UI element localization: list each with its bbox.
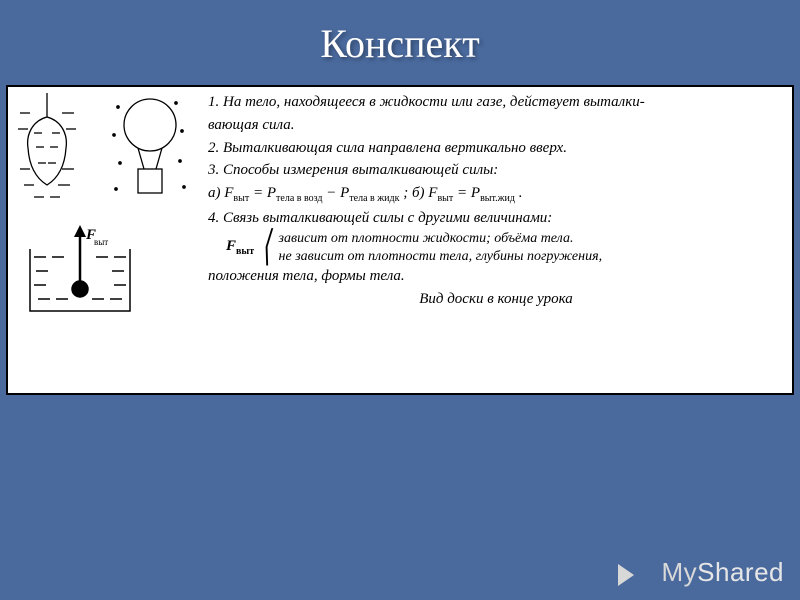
formula-b-sub2: выт.жид	[480, 193, 515, 204]
note-line-1b: вающая сила.	[208, 115, 784, 137]
beaker-force-diagram: F выт	[12, 213, 152, 323]
dependency-bracket: Fвыт ⟨ зависит от плотности жидкости; об…	[226, 230, 784, 265]
diagram-column: F выт	[8, 87, 208, 393]
note-line-4: 4. Связь выталкивающей силы с другими ве…	[208, 208, 784, 230]
slide-title: Конспект	[0, 0, 800, 85]
note-line-5: положения тела, формы тела.	[208, 266, 784, 288]
play-icon	[618, 564, 634, 586]
formula-a-sub3: тела в жидк	[349, 193, 399, 204]
angle-bracket-icon: ⟨	[262, 233, 271, 262]
formula-a-eq: = P	[253, 185, 276, 201]
submerged-body-diagram	[18, 93, 76, 197]
formula-b-sub1: выт	[437, 193, 453, 204]
note-line-3: 3. Способы измерения выталкивающей силы:	[208, 160, 784, 182]
watermark: MyShared	[661, 557, 784, 588]
board-caption: Вид доски в конце урока	[208, 289, 784, 311]
f-variable: Fвыт	[226, 236, 254, 260]
formula-a-sub1: выт	[233, 193, 249, 204]
f-label: F	[226, 238, 236, 254]
content-box: F выт 1. На тело, находящееся в жидкости…	[6, 85, 794, 395]
formula-b-label: ; б)	[403, 185, 424, 201]
slide: Конспект	[0, 0, 800, 600]
watermark-my: My	[661, 557, 697, 587]
watermark-shared: Shared	[697, 557, 784, 587]
depends-line-1: зависит от плотности жидкости; объёма те…	[279, 230, 603, 248]
formula-end: .	[519, 185, 523, 201]
depends-line-2: не зависит от плотности тела, глубины по…	[279, 248, 603, 266]
bracket-lines: зависит от плотности жидкости; объёма те…	[279, 230, 603, 265]
svg-text:выт: выт	[94, 237, 108, 247]
formula-a-sub2: тела в возд	[276, 193, 322, 204]
formula-b-eq: = P	[457, 185, 480, 201]
balloon-diagram	[113, 99, 185, 193]
f-sub: выт	[236, 246, 254, 257]
formula-row: а) Fвыт = Pтела в возд − Pтела в жидк ; …	[208, 183, 784, 207]
formula-a-minus: − P	[326, 185, 349, 201]
note-line-2: 2. Выталкивающая сила направлена вертика…	[208, 138, 784, 160]
notes-text: 1. На тело, находящееся в жидкости или г…	[208, 87, 792, 393]
formula-a-label: а)	[208, 185, 221, 201]
diagram-top-row	[12, 93, 207, 213]
note-line-1a: 1. На тело, находящееся в жидкости или г…	[208, 92, 784, 114]
